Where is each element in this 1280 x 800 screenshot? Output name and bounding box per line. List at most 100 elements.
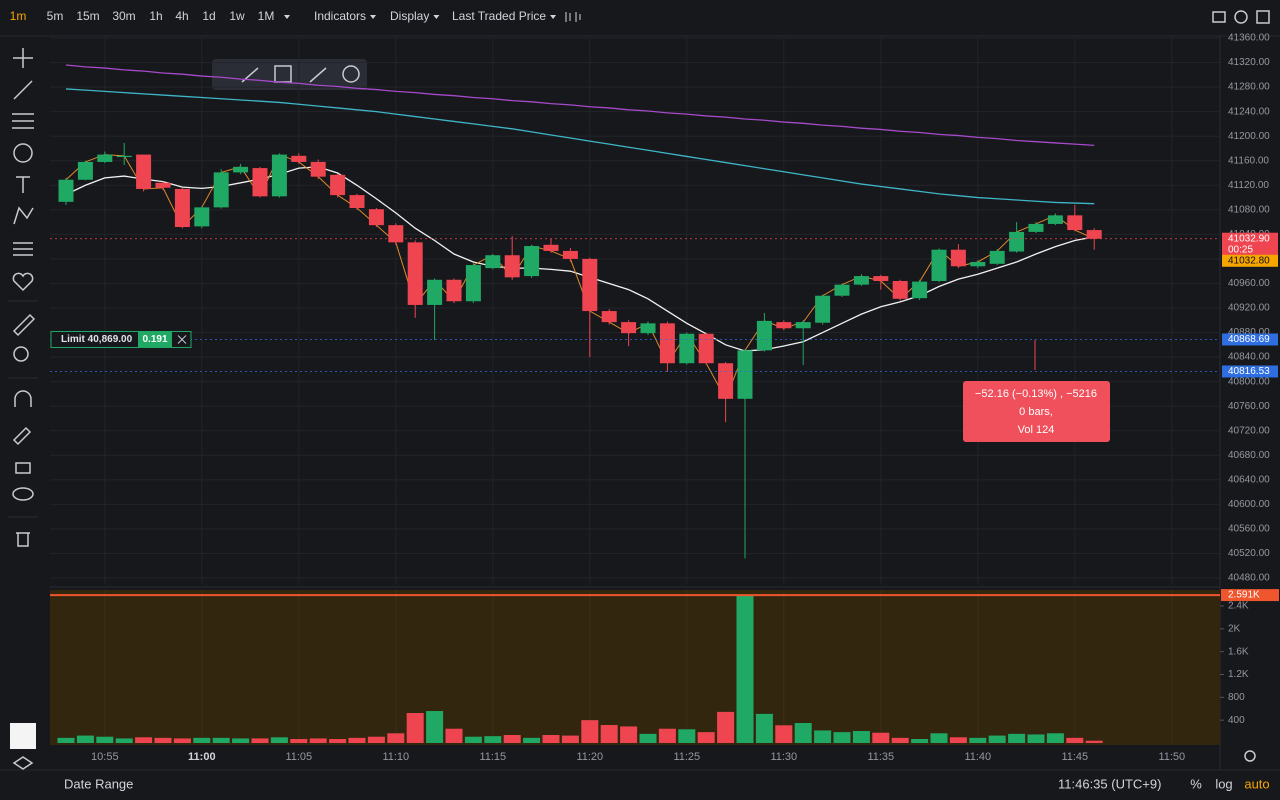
limit-order-label: Limit 40,869.00 <box>61 334 133 345</box>
x-tick-label: 10:55 <box>91 751 119 763</box>
y-tick-label: 40800.00 <box>1228 376 1270 387</box>
candle-body <box>233 166 249 173</box>
interval-button[interactable]: 1m <box>10 9 27 23</box>
volume-bar <box>445 728 463 743</box>
menu-caret <box>433 15 440 19</box>
candle-body <box>77 161 93 180</box>
axis-settings-icon[interactable] <box>1244 750 1256 762</box>
lock-icon[interactable] <box>15 462 31 474</box>
volume-marker-label: 2.591K <box>1228 590 1260 601</box>
candle-body <box>640 323 656 334</box>
price-label-box <box>1222 254 1278 267</box>
text-icon[interactable] <box>16 176 30 193</box>
tool-circle[interactable] <box>342 65 360 83</box>
interval-button[interactable]: 1h <box>149 9 162 23</box>
candle-body <box>679 333 695 364</box>
footer-button[interactable]: % <box>1190 776 1202 791</box>
y-tick-label: 40760.00 <box>1228 401 1270 412</box>
chart-type-icon[interactable] <box>565 12 581 22</box>
candle-body <box>446 279 462 302</box>
volume-bar <box>717 711 735 743</box>
volume-bar <box>678 729 696 743</box>
y-tick-label: 41160.00 <box>1228 155 1269 166</box>
interval-button[interactable]: 4h <box>175 9 188 23</box>
favorites-icon[interactable] <box>12 272 34 292</box>
footer-button[interactable]: auto <box>1244 776 1269 791</box>
volume-bar <box>1027 734 1045 743</box>
volume-bar <box>561 735 579 743</box>
volume-bar <box>1046 733 1064 743</box>
interval-button[interactable]: 30m <box>112 9 135 23</box>
volume-bar <box>658 728 676 743</box>
volume-marker-box <box>1221 589 1279 602</box>
shapes-icon[interactable] <box>13 143 33 163</box>
volume-bar <box>484 736 502 743</box>
volume-bar <box>872 732 890 743</box>
interval-button[interactable]: 1d <box>202 9 215 23</box>
ruler-icon[interactable] <box>12 313 36 337</box>
interval-button[interactable]: 1M <box>258 9 275 23</box>
candle-body <box>116 155 132 158</box>
candle-body <box>834 284 850 296</box>
measure-tooltip <box>963 381 1110 442</box>
zoom-icon[interactable] <box>13 346 29 362</box>
candle-body <box>950 249 966 267</box>
interval-button[interactable]: 1w <box>229 9 245 23</box>
x-tick-label: 11:25 <box>673 751 700 763</box>
menu-button[interactable]: Indicators <box>314 9 366 23</box>
fib-icon[interactable] <box>12 113 34 129</box>
limit-cancel[interactable] <box>177 335 187 344</box>
lock-draw-icon[interactable] <box>12 426 32 446</box>
menu-button[interactable]: Display <box>390 9 429 23</box>
interval-button[interactable]: 5m <box>47 9 64 23</box>
snapshot-icon[interactable] <box>1212 11 1226 23</box>
volume-tick-label: 2K <box>1228 623 1241 634</box>
candle-body <box>1086 230 1102 239</box>
candle-body <box>194 207 210 227</box>
menu-caret <box>370 15 377 19</box>
volume-tick-label: 1.6K <box>1228 646 1249 657</box>
fullscreen-icon[interactable] <box>1256 10 1270 24</box>
y-tick-label: 40560.00 <box>1228 524 1270 535</box>
volume-bar <box>988 735 1006 743</box>
y-tick-label: 41240.00 <box>1228 106 1270 117</box>
trendline-icon[interactable] <box>13 80 33 100</box>
volume-bar <box>251 738 269 743</box>
limit-order-quantity: 0.191 <box>142 334 167 345</box>
interval-button[interactable]: 15m <box>76 9 99 23</box>
volume-bar <box>930 733 948 743</box>
tool-ray[interactable] <box>309 67 327 83</box>
volume-bar <box>620 726 638 743</box>
pattern-icon[interactable] <box>13 206 34 225</box>
candle-body <box>737 350 753 399</box>
volume-bar <box>290 739 308 743</box>
candle-body <box>1028 223 1044 232</box>
candle-body <box>368 209 384 226</box>
settings-icon[interactable] <box>1234 10 1248 24</box>
x-tick-label: 11:45 <box>1061 751 1088 763</box>
volume-bar <box>1008 733 1026 743</box>
candle-body <box>407 242 423 305</box>
top-right-icons <box>1212 10 1270 762</box>
moving-average <box>65 64 1095 147</box>
watchlist-button[interactable] <box>10 723 36 749</box>
volume-bar <box>348 737 366 743</box>
visibility-icon[interactable] <box>12 487 34 501</box>
candle-body <box>892 281 908 299</box>
volume-bar <box>949 737 967 743</box>
date-range-button[interactable]: Date Range <box>64 776 133 791</box>
footer-button[interactable]: log <box>1215 776 1232 791</box>
x-tick-label: 11:05 <box>285 751 312 763</box>
menu-caret <box>550 15 557 19</box>
y-tick-label: 40600.00 <box>1228 499 1270 510</box>
interval-caret <box>284 15 290 19</box>
forecast-icon[interactable] <box>13 242 33 256</box>
magnet-icon[interactable] <box>14 390 32 407</box>
menu-button[interactable]: Last Traded Price <box>452 9 546 23</box>
candle-body <box>252 168 268 197</box>
candle-body <box>388 225 404 243</box>
layers-icon[interactable] <box>12 756 34 770</box>
trash-icon[interactable] <box>16 532 30 547</box>
crosshair-icon[interactable] <box>13 48 33 68</box>
volume-bar <box>387 733 405 743</box>
